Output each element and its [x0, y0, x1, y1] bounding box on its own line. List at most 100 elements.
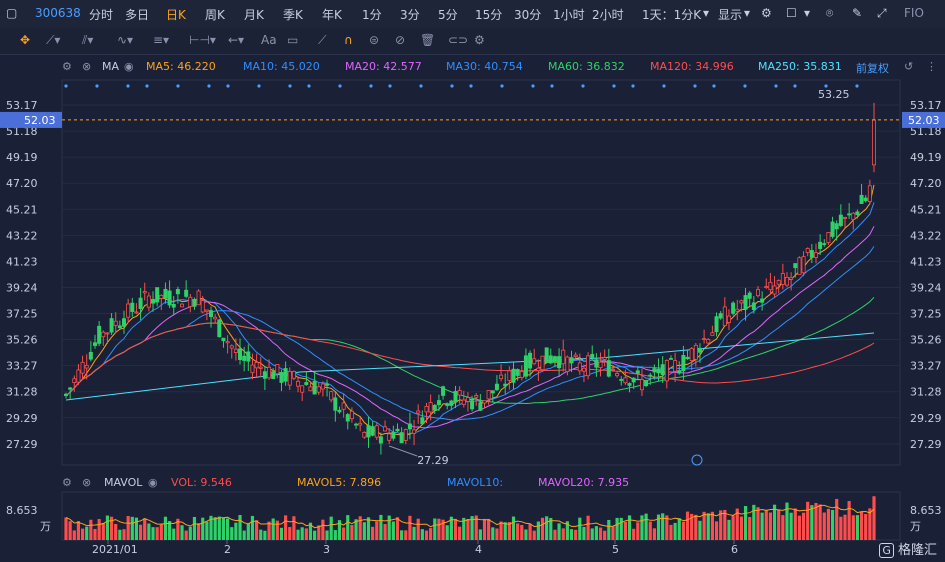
- more-icon[interactable]: ⋮: [926, 60, 937, 73]
- volume-bar: [416, 518, 420, 540]
- candle-body: [631, 377, 636, 383]
- period-tab-1min[interactable]: 1分: [362, 8, 382, 22]
- fullscreen-icon[interactable]: ⤢: [877, 6, 887, 20]
- ma120-label: MA120: 34.996: [650, 60, 734, 73]
- candle-body: [755, 289, 760, 297]
- low-annotation: 27.29: [417, 454, 449, 467]
- volume-bar: [68, 521, 72, 540]
- event-marker: [531, 84, 535, 88]
- period-tab-multiday[interactable]: 多日: [125, 8, 150, 22]
- event-marker: [257, 84, 261, 88]
- candle-body: [615, 373, 620, 377]
- gear-icon[interactable]: ⚙: [62, 60, 72, 73]
- event-marker: [226, 84, 230, 88]
- volume-bar: [76, 521, 81, 540]
- line-icon[interactable]: ⟋: [318, 33, 327, 47]
- mavol5-line: [65, 504, 875, 529]
- visibility-icon[interactable]: ◉: [124, 60, 134, 73]
- volume-bar: [859, 511, 864, 540]
- event-marker: [369, 84, 373, 88]
- gear-icon[interactable]: ⚙: [761, 6, 772, 20]
- period-tab-1hour[interactable]: 1小时: [553, 8, 585, 22]
- candle-body: [739, 300, 744, 304]
- volume-bar: [379, 514, 383, 540]
- interval-select[interactable]: 1天：1分K: [642, 8, 702, 22]
- candle-body: [200, 300, 205, 313]
- volume-bar: [342, 527, 346, 540]
- period-tab-timeshare[interactable]: 分时: [89, 8, 114, 22]
- hide-icon[interactable]: ⊘: [395, 33, 406, 47]
- volume-bar: [209, 515, 213, 540]
- checkbox-icon[interactable]: ☐: [786, 6, 797, 20]
- price-tick-label: 35.26: [910, 334, 942, 347]
- camera-icon[interactable]: ⌾: [826, 6, 834, 20]
- text-tool[interactable]: Aa: [261, 33, 277, 47]
- volume-bar: [826, 508, 831, 540]
- volume-bar: [793, 508, 797, 540]
- undo-icon[interactable]: ↺: [904, 60, 914, 73]
- candle-body: [64, 393, 69, 397]
- volume-bar: [847, 501, 851, 540]
- candle-body: [565, 356, 570, 372]
- candle-body: [503, 383, 508, 387]
- volume-bar: [764, 510, 768, 540]
- period-tab-5min[interactable]: 5分: [438, 8, 458, 22]
- crosshair-icon[interactable]: ✥: [20, 33, 31, 47]
- period-tab-yearly[interactable]: 年K: [322, 8, 342, 22]
- candle-body: [602, 357, 607, 360]
- period-tab-quarterly[interactable]: 季K: [283, 8, 303, 22]
- magnet-icon[interactable]: ∩: [344, 33, 353, 47]
- label-icon[interactable]: ▭: [287, 33, 299, 47]
- volume-bar: [118, 529, 122, 540]
- trendline-icon[interactable]: ⟋▾: [46, 33, 61, 47]
- period-tab-3min[interactable]: 3分: [400, 8, 420, 22]
- chevron-down-icon[interactable]: ▾: [804, 6, 811, 20]
- gear-icon[interactable]: ⚙: [62, 476, 72, 489]
- current-price-label: 52.03: [908, 114, 940, 127]
- candle-body: [561, 349, 566, 365]
- lock-icon[interactable]: ⊜: [369, 33, 380, 47]
- price-tick-label: 29.29: [6, 412, 38, 425]
- volume-bar: [271, 518, 275, 540]
- close-icon[interactable]: ⊗: [82, 60, 92, 73]
- candle-body: [590, 354, 595, 359]
- wave-icon[interactable]: ∿▾: [117, 33, 134, 47]
- volume-bar: [93, 528, 97, 540]
- fibonacci-icon[interactable]: ≡▾: [153, 33, 170, 47]
- arrow-icon[interactable]: ←▾: [228, 33, 245, 47]
- period-tab-15min[interactable]: 15分: [475, 8, 503, 22]
- link-icon[interactable]: ⊂⊃: [448, 33, 469, 47]
- pencil-icon[interactable]: ✎: [852, 6, 863, 20]
- chevron-down-icon[interactable]: ▾: [703, 6, 710, 20]
- visibility-icon[interactable]: ◉: [148, 476, 158, 489]
- chevron-down-icon[interactable]: ▾: [744, 6, 751, 20]
- adjust-button[interactable]: 前复权: [856, 62, 889, 75]
- volume-bar: [690, 513, 694, 540]
- volume-bar: [255, 520, 259, 540]
- window-icon[interactable]: ▢: [6, 6, 18, 20]
- period-tab-2hour[interactable]: 2小时: [592, 8, 624, 22]
- close-icon[interactable]: ⊗: [82, 476, 92, 489]
- volume-bar: [855, 515, 860, 540]
- fit-button[interactable]: FIO: [904, 6, 924, 20]
- period-tab-30min[interactable]: 30分: [514, 8, 542, 22]
- channel-icon[interactable]: ⫽▾: [82, 33, 94, 47]
- volume-bar: [205, 521, 209, 540]
- period-tab-weekly[interactable]: 周K: [205, 8, 225, 22]
- stock-symbol[interactable]: 300638: [35, 6, 81, 20]
- volume-bar: [516, 523, 520, 540]
- settings-icon[interactable]: ⚙: [474, 33, 485, 47]
- candle-body: [453, 390, 458, 403]
- candle-body: [399, 432, 404, 444]
- display-button[interactable]: 显示: [718, 8, 743, 22]
- candle-body: [789, 277, 794, 280]
- candle-body: [515, 369, 520, 376]
- event-marker: [612, 84, 616, 88]
- trash-icon[interactable]: 🗑: [420, 33, 436, 47]
- candle-body: [685, 356, 690, 360]
- range-icon[interactable]: ⊢⊣▾: [189, 33, 216, 47]
- period-tab-monthly[interactable]: 月K: [244, 8, 264, 22]
- period-tab-daily[interactable]: 日K: [166, 8, 186, 22]
- volume-bar: [681, 521, 685, 540]
